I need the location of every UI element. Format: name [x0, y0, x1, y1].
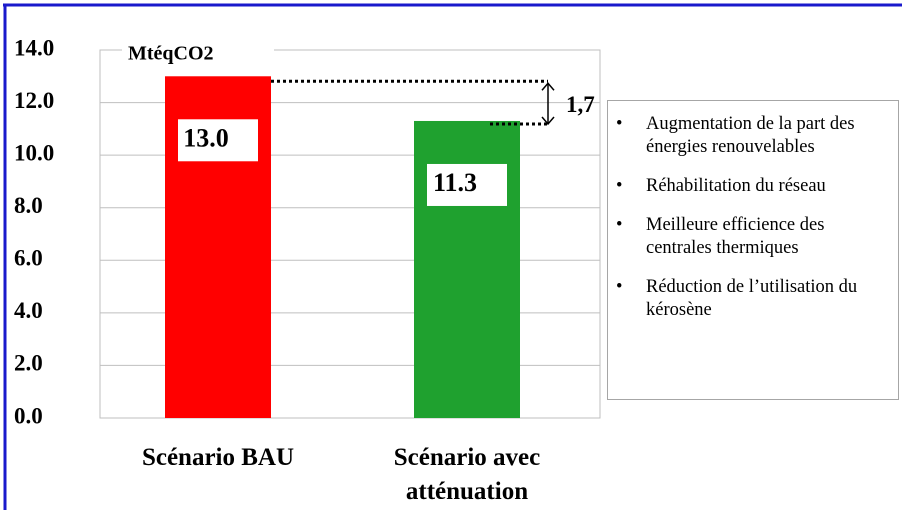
- x-tick-label: Scénario BAU: [141, 444, 295, 471]
- x-tick-label: Scénario avec atténuation: [393, 444, 541, 505]
- y-tick-label: 12.0: [14, 88, 54, 113]
- notes-box: Augmentation de la part des énergies ren…: [607, 100, 899, 400]
- note-item: Meilleure efficience des centrales therm…: [616, 214, 890, 260]
- value-label-box: [178, 119, 258, 162]
- y-tick-label: 2.0: [14, 351, 43, 376]
- y-tick-label: 0.0: [14, 403, 43, 428]
- y-tick-label: 4.0: [14, 298, 43, 323]
- unit-label: MtéqCO2: [128, 43, 214, 65]
- y-tick-label: 6.0: [14, 246, 43, 271]
- value-label: 13.0: [183, 123, 229, 152]
- y-tick-label: 10.0: [14, 140, 54, 165]
- arrow-head: [541, 116, 555, 126]
- y-tick-label: 14.0: [14, 35, 54, 60]
- arrow-head: [541, 82, 555, 91]
- y-tick-label: 8.0: [14, 193, 43, 218]
- value-label: 11.3: [433, 168, 477, 197]
- note-item: Augmentation de la part des énergies ren…: [616, 113, 890, 159]
- note-item: Réhabilitation du réseau: [616, 175, 890, 198]
- note-item: Réduction de l’utilisation du kérosène: [616, 276, 890, 322]
- notes-list: Augmentation de la part des énergies ren…: [608, 101, 898, 322]
- unit-label-bg: [122, 42, 274, 60]
- value-label-box: [427, 163, 507, 206]
- difference-label: 1,7: [566, 92, 595, 117]
